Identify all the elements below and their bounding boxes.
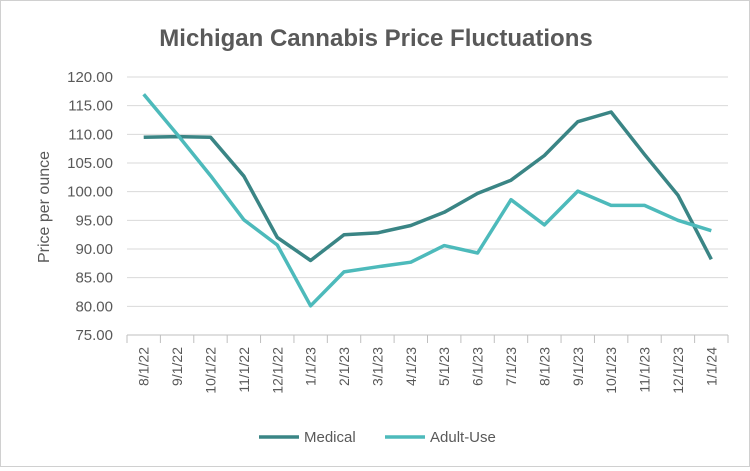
x-tick-label: 9/1/22 xyxy=(169,347,185,386)
x-tick-label: 1/1/23 xyxy=(303,347,319,386)
y-tick-label: 80.00 xyxy=(75,298,113,315)
legend-label: Adult-Use xyxy=(430,429,496,446)
y-tick-label: 120.00 xyxy=(67,69,113,86)
y-tick-label: 75.00 xyxy=(75,327,113,344)
x-tick-label: 9/1/23 xyxy=(570,347,586,386)
y-tick-label: 90.00 xyxy=(75,241,113,258)
x-tick-label: 5/1/23 xyxy=(436,347,452,386)
legend-label: Medical xyxy=(304,429,356,446)
x-tick-label: 7/1/23 xyxy=(503,347,519,386)
y-tick-label: 85.00 xyxy=(75,270,113,287)
y-tick-label: 115.00 xyxy=(68,98,113,115)
x-tick-label: 3/1/23 xyxy=(369,347,385,386)
x-tick-label: 11/1/22 xyxy=(236,347,252,393)
series-line-adult-use xyxy=(142,93,712,308)
x-tick-label: 10/1/22 xyxy=(202,347,218,394)
x-tick-label: 12/1/23 xyxy=(670,347,686,394)
x-tick-label: 8/1/23 xyxy=(536,347,552,386)
x-tick-label: 10/1/23 xyxy=(603,347,619,394)
y-axis-label: Price per ounce xyxy=(36,151,53,263)
x-tick-label: 12/1/22 xyxy=(269,347,285,394)
x-tick-label: 8/1/22 xyxy=(136,347,152,386)
x-tick-label: 2/1/23 xyxy=(336,347,352,386)
x-tick-label: 11/1/23 xyxy=(637,347,653,393)
y-tick-label: 100.00 xyxy=(67,184,113,201)
series-line-medical xyxy=(143,110,713,263)
x-tick-label: 1/1/24 xyxy=(703,347,719,386)
chart-title: Michigan Cannabis Price Fluctuations xyxy=(159,25,592,52)
y-tick-label: 95.00 xyxy=(75,212,113,229)
y-tick-label: 105.00 xyxy=(67,155,113,172)
y-tick-label: 110.00 xyxy=(68,126,113,143)
x-tick-label: 4/1/23 xyxy=(403,347,419,386)
x-tick-label: 6/1/23 xyxy=(470,347,486,386)
